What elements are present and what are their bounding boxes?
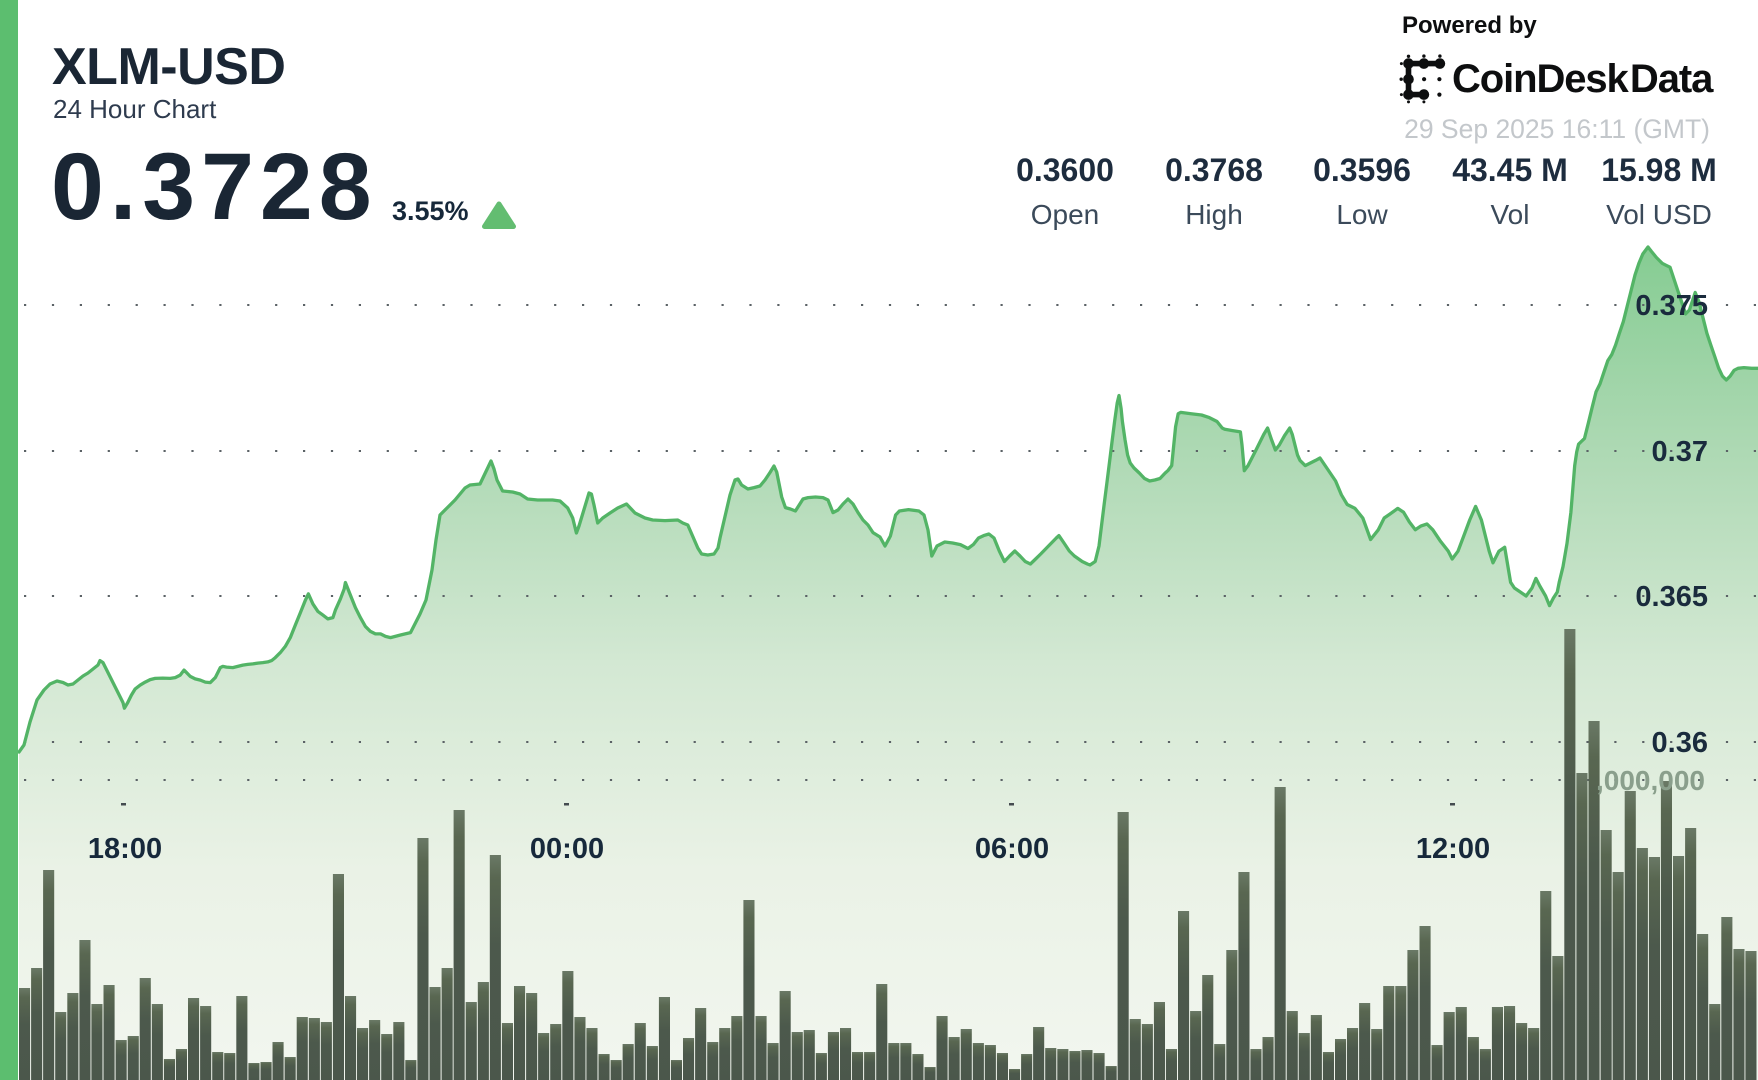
svg-text:0.375: 0.375: [1635, 290, 1708, 322]
svg-text:12:00: 12:00: [1416, 833, 1490, 865]
svg-text:0.37: 0.37: [1652, 436, 1708, 468]
svg-text:0.365: 0.365: [1635, 581, 1708, 613]
svg-text:00:00: 00:00: [530, 833, 604, 865]
svg-text:0.36: 0.36: [1652, 727, 1708, 759]
svg-text:06:00: 06:00: [975, 833, 1049, 865]
svg-text:,000,000: ,000,000: [1596, 765, 1705, 796]
svg-text:18:00: 18:00: [88, 833, 162, 865]
